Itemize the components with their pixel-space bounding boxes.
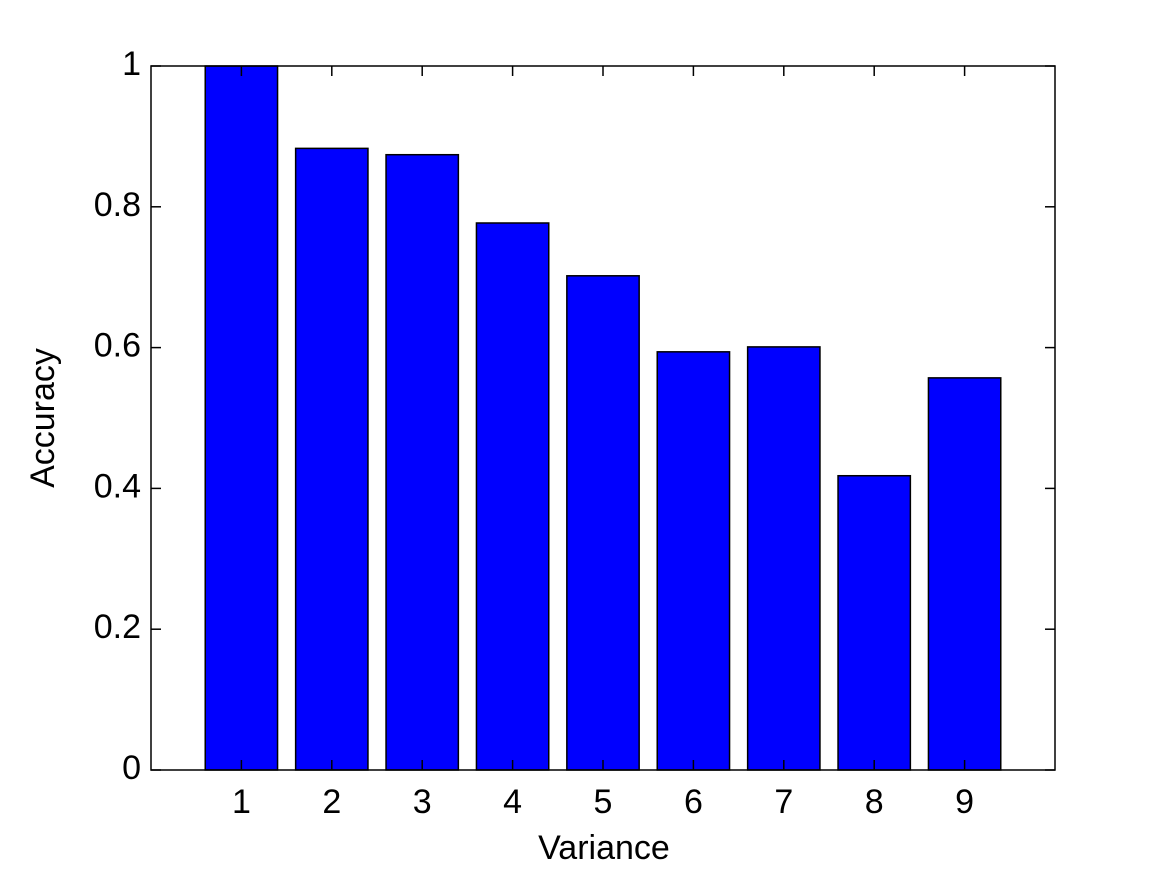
bar bbox=[385, 153, 460, 771]
x-tick-label: 2 bbox=[322, 783, 341, 821]
bar bbox=[746, 346, 821, 771]
bar bbox=[475, 222, 550, 771]
y-tick-label: 0 bbox=[122, 749, 141, 787]
x-tick-label: 3 bbox=[413, 783, 432, 821]
y-tick-label: 0.4 bbox=[94, 467, 141, 505]
x-axis-label: Variance bbox=[538, 829, 670, 867]
x-tick-label: 6 bbox=[684, 783, 703, 821]
bar bbox=[294, 147, 369, 771]
y-axis-label: Accuracy bbox=[24, 348, 62, 488]
x-tick-label: 4 bbox=[503, 783, 522, 821]
x-tick-label: 7 bbox=[774, 783, 793, 821]
x-tick-label: 9 bbox=[955, 783, 974, 821]
y-tick-label: 0.6 bbox=[94, 327, 141, 365]
y-tick-label: 0.8 bbox=[94, 186, 141, 224]
x-tick-label: 1 bbox=[232, 783, 251, 821]
bar bbox=[837, 474, 912, 771]
y-tick-label: 0.2 bbox=[94, 608, 141, 646]
x-tick-label: 5 bbox=[594, 783, 613, 821]
x-tick-label: 8 bbox=[865, 783, 884, 821]
y-tick-label: 1 bbox=[122, 45, 141, 83]
bar bbox=[566, 275, 640, 771]
bar bbox=[927, 377, 1002, 771]
bar bbox=[204, 65, 279, 771]
bar bbox=[656, 351, 731, 771]
